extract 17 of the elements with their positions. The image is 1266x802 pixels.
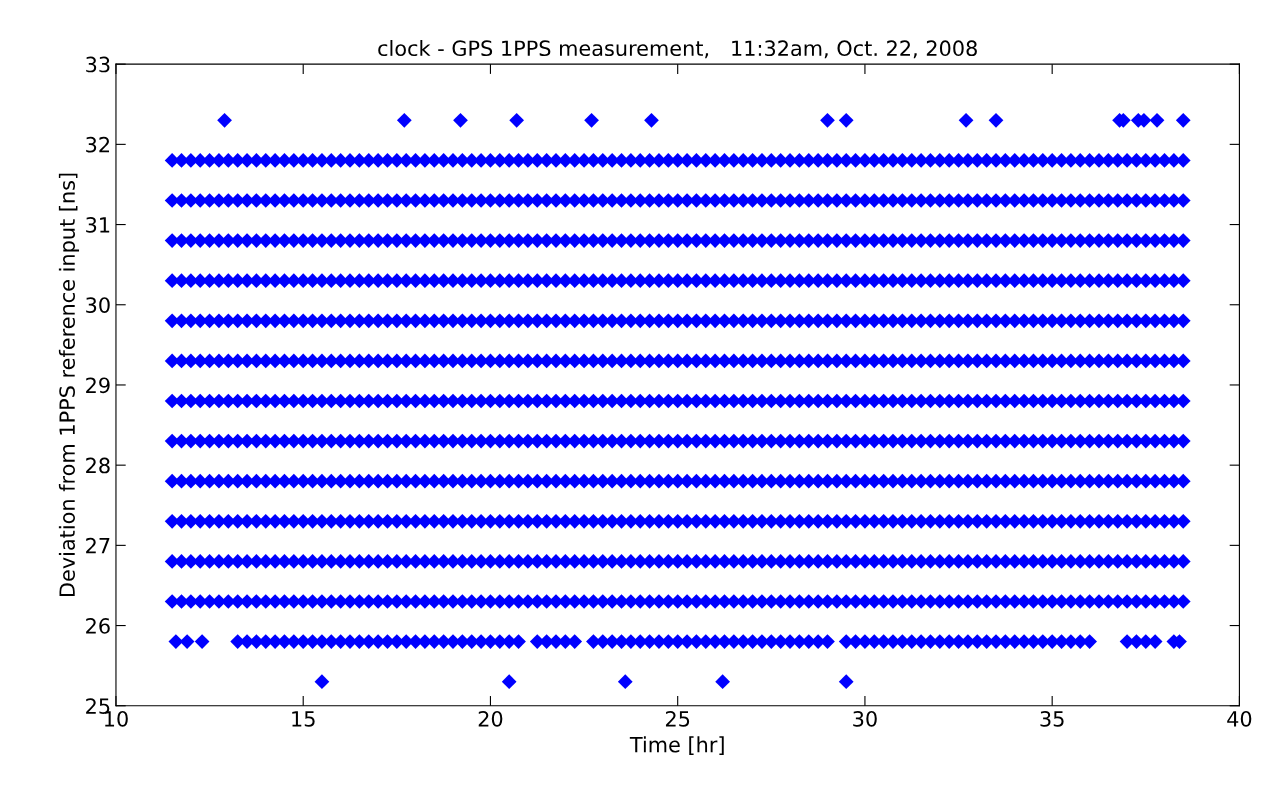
y-tick-label: 33 [86,56,110,73]
x-tick-label: 30 [853,710,877,727]
y-tick-label: 32 [86,136,110,153]
y-tick-label: 27 [86,537,110,554]
y-tick-label: 28 [86,457,110,474]
x-tick-label: 40 [1227,710,1252,727]
x-tick-label: 15 [292,711,315,727]
x-axis-title: Time [hr] [629,736,724,755]
y-tick-label: 31 [86,217,110,233]
y-axis-title: Deviation from 1PPS reference input [ns] [58,173,80,597]
x-tick-label: 20 [478,710,503,727]
chart-title: clock - GPS 1PPS measurement, 11:32am, Oct. 22, 2008 [378,40,977,59]
y-tick-label: 26 [86,618,110,634]
x-tick-label: 25 [665,710,690,727]
y-tick-label: 29 [86,377,110,394]
y-tick-label: 30 [86,297,110,313]
x-tick-label: 35 [1040,710,1064,727]
